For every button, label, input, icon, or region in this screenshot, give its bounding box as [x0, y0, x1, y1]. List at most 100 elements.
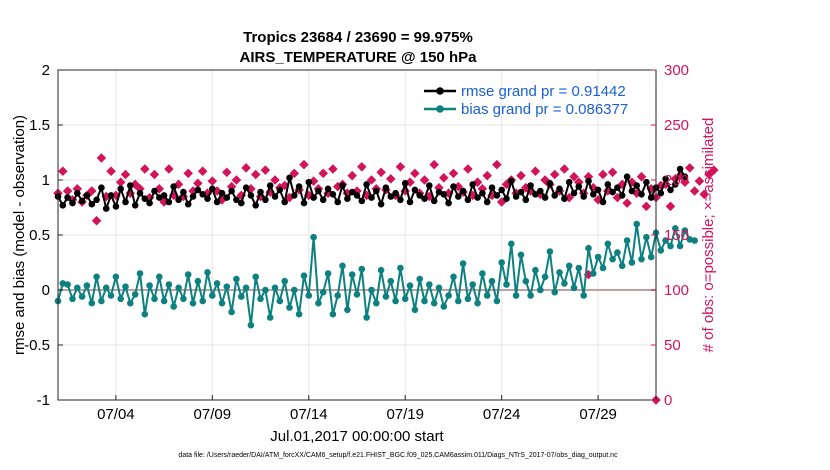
rmse-point: [266, 182, 274, 189]
rmse-point: [483, 198, 491, 206]
y-axis-left-label: rmse and bias (model - observation): [11, 115, 28, 355]
bias-point: [295, 310, 303, 318]
bias-point: [146, 282, 153, 289]
rmse-point: [618, 192, 626, 199]
rmse-point: [209, 185, 216, 193]
rmse-point: [136, 189, 144, 197]
obs-count-point: [598, 169, 608, 180]
rmse-point: [570, 189, 578, 197]
obs-count-point: [164, 164, 174, 174]
bias-point: [353, 291, 361, 298]
rmse-point: [295, 183, 303, 190]
rmse-point: [565, 178, 573, 186]
y-tick-label-right: 100: [664, 282, 689, 299]
rmse-point: [628, 187, 636, 195]
rmse-point: [223, 194, 231, 201]
x-tick-label: 07/09: [194, 406, 232, 423]
bias-point: [527, 292, 534, 299]
bias-point: [609, 255, 616, 263]
bias-point: [194, 277, 202, 285]
rmse-point: [479, 189, 486, 197]
bias-point: [614, 249, 621, 256]
bias-point: [175, 284, 182, 292]
bias-point: [392, 297, 399, 305]
rmse-point: [561, 195, 568, 202]
rmse-point: [594, 186, 602, 194]
rmse-point: [252, 202, 259, 209]
rmse-point: [310, 194, 317, 201]
bias-point: [464, 295, 472, 303]
bias-point: [242, 284, 250, 292]
bias-series: [54, 220, 698, 329]
rmse-point: [98, 184, 105, 191]
rmse-point: [638, 191, 645, 198]
rmse-point: [88, 200, 96, 208]
rmse-point: [387, 193, 395, 200]
rmse-point: [614, 184, 621, 191]
rmse-point: [498, 186, 506, 194]
obs-count-point: [694, 176, 705, 186]
rmse-point: [165, 198, 173, 206]
rmse-point: [512, 193, 520, 200]
y-tick-label-right: 250: [664, 117, 689, 134]
rmse-point: [488, 184, 496, 191]
rmse-point: [180, 188, 187, 196]
rmse-point: [329, 191, 337, 198]
bias-point: [334, 292, 342, 299]
obs-count-point: [530, 166, 541, 176]
obs-count-point: [299, 159, 309, 170]
rmse-point: [59, 202, 67, 209]
bias-point: [508, 240, 515, 248]
rmse-point: [450, 183, 457, 190]
rmse-point: [503, 195, 510, 202]
legend-bias-marker: [436, 105, 444, 113]
rmse-point: [392, 189, 399, 197]
legend: rmse grand pr = 0.91442 bias grand pr = …: [424, 83, 628, 118]
obs-count-point: [448, 168, 459, 179]
bias-point: [488, 277, 496, 285]
bias-point: [136, 270, 144, 277]
obs-count-point: [410, 168, 420, 179]
rmse-point: [358, 197, 366, 205]
rmse-point: [213, 198, 221, 206]
x-tick-label: 07/19: [386, 406, 424, 423]
rmse-point: [556, 185, 563, 193]
bias-point: [546, 248, 554, 255]
bias-point: [310, 233, 317, 241]
x-tick-label: 07/04: [97, 406, 135, 423]
rmse-point: [469, 181, 477, 188]
bias-point: [382, 293, 390, 300]
rmse-point: [199, 191, 206, 198]
bias-point: [151, 295, 158, 303]
bias-point: [363, 314, 370, 321]
rmse-point: [667, 186, 674, 194]
obs-count-point: [684, 163, 695, 173]
y-tick-label-right: 200: [664, 172, 689, 189]
y-tick-label-left: -0.5: [24, 337, 50, 354]
obs-count-point: [96, 153, 107, 163]
rmse-point: [508, 177, 515, 185]
rmse-point: [681, 173, 689, 180]
rmse-point: [551, 192, 558, 199]
rmse-point: [397, 196, 404, 204]
obs-count-point: [516, 170, 526, 181]
rmse-point: [662, 175, 669, 183]
obs-count-point: [207, 176, 218, 186]
y-tick-label-left: 0.5: [29, 227, 50, 244]
rmse-point: [344, 195, 351, 202]
rmse-point: [242, 184, 250, 191]
obs-count-point: [680, 177, 690, 187]
rmse-point: [233, 196, 240, 204]
bias-point: [228, 308, 235, 316]
bias-point: [199, 297, 206, 305]
bias-point: [184, 271, 192, 278]
bias-point: [112, 273, 120, 281]
bias-point: [93, 273, 100, 281]
rmse-point: [69, 199, 76, 207]
obs-count-point: [106, 166, 116, 176]
rmse-point: [348, 188, 356, 196]
rmse-point: [643, 178, 650, 186]
rmse-point: [406, 198, 414, 206]
bias-point: [131, 291, 139, 298]
rmse-point: [305, 178, 313, 186]
